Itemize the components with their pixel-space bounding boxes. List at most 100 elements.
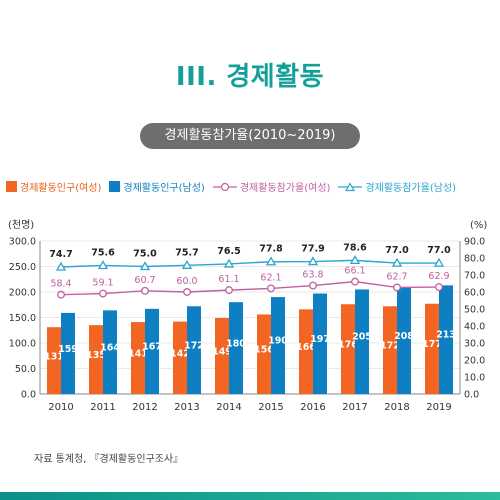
y-axis-unit-right: (%) [470, 220, 487, 231]
point-female-rate [309, 281, 317, 290]
bar-value-label: 142 [170, 348, 190, 359]
bar-female-pop [47, 327, 61, 394]
bar-male-pop [61, 312, 75, 394]
x-tick-label: 2012 [132, 402, 157, 413]
y-tick-label-right: 70.0 [464, 271, 485, 282]
data-label-male-rate: 75.0 [133, 249, 157, 260]
x-tick-label: 2016 [300, 402, 325, 413]
chart-legend: 경제활동인구(여성) 경제활동인구(남성) 경제활동참가율(여성) 경제활동참가… [6, 179, 500, 194]
square-swatch-icon [109, 181, 121, 192]
bar-female-pop [425, 303, 439, 394]
bar-male-pop [271, 297, 285, 394]
y-tick-label-left: 200.0 [9, 288, 36, 299]
bar-value-label: 176 [338, 339, 358, 350]
x-tick-label: 2010 [48, 402, 73, 413]
legend-item-female-pop: 경제활동인구(여성) [6, 179, 101, 194]
section-title-wrap: III. 경제활동 [0, 56, 500, 93]
legend-label-female-pop: 경제활동인구(여성) [20, 183, 102, 194]
bar-male-pop [103, 310, 117, 394]
section-title: III. 경제활동 [175, 62, 325, 92]
data-label-female-rate: 62.7 [386, 271, 407, 282]
point-female-rate [351, 277, 359, 286]
bar-female-pop [215, 318, 229, 394]
bar-value-label: 156 [254, 345, 274, 356]
y-tick-label-left: 250.0 [9, 262, 36, 273]
y-tick-label-right: 50.0 [464, 305, 485, 316]
point-female-rate [393, 283, 401, 292]
y-tick-label-left: 100.0 [9, 339, 36, 350]
point-male-rate [55, 261, 67, 271]
bar-value-label: 164 [100, 343, 120, 354]
y-tick-label-right: 60.0 [464, 288, 485, 299]
point-female-rate [141, 286, 149, 295]
data-label-female-rate: 62.9 [428, 271, 449, 282]
legend-label-female-rate: 경제활동참가율(여성) [239, 183, 331, 194]
data-label-male-rate: 75.7 [175, 247, 198, 258]
y-tick-label-right: 40.0 [464, 322, 485, 333]
bar-value-label: 167 [142, 342, 162, 353]
bar-value-label: 131 [44, 351, 64, 362]
x-tick-label: 2017 [342, 402, 367, 413]
bar-value-label: 141 [128, 349, 148, 360]
bar-male-pop [439, 285, 453, 394]
point-female-rate [99, 289, 107, 298]
x-tick-label: 2011 [90, 402, 115, 413]
point-female-rate [267, 284, 275, 293]
footer-gradient-bar [0, 492, 500, 500]
legend-item-male-pop: 경제활동인구(남성) [109, 179, 205, 194]
y-tick-label-right: 30.0 [464, 339, 485, 350]
bar-male-pop [187, 306, 201, 394]
point-male-rate [349, 255, 361, 265]
bar-value-label: 172 [380, 340, 400, 351]
data-label-female-rate: 60.0 [176, 276, 197, 287]
bar-value-label: 172 [184, 340, 204, 351]
data-label-male-rate: 78.6 [343, 242, 367, 253]
y-tick-label-left: 50.0 [15, 364, 36, 375]
data-label-female-rate: 61.1 [218, 274, 239, 285]
point-male-rate [97, 260, 109, 270]
bar-female-pop [383, 306, 397, 394]
bar-male-pop [145, 308, 159, 394]
y-tick-label-right: 90.0 [464, 237, 485, 248]
line-series-female-rate [60, 280, 440, 296]
bar-male-pop [397, 287, 411, 394]
data-label-male-rate: 74.7 [49, 249, 72, 260]
data-label-female-rate: 66.1 [344, 266, 365, 277]
y-tick-label-right: 20.0 [464, 356, 485, 367]
bar-value-label: 149 [212, 346, 232, 357]
point-male-rate [181, 259, 193, 269]
point-female-rate [225, 286, 233, 295]
bar-female-pop [173, 321, 187, 394]
point-male-rate [139, 261, 151, 271]
data-label-female-rate: 59.1 [92, 278, 113, 289]
data-label-male-rate: 77.9 [301, 244, 324, 255]
x-tick-label: 2015 [258, 402, 283, 413]
bar-value-label: 177 [422, 339, 442, 350]
data-label-male-rate: 77.0 [385, 245, 409, 256]
data-label-male-rate: 77.8 [259, 244, 283, 255]
point-female-rate [57, 290, 65, 299]
data-label-male-rate: 76.5 [217, 246, 240, 257]
chart-subtitle: 경제활동참가율(2010~2019) [140, 123, 360, 149]
point-male-rate [307, 256, 319, 266]
square-swatch-icon [6, 181, 17, 192]
bar-value-label: 205 [352, 332, 372, 343]
legend-label-male-pop: 경제활동인구(남성) [123, 183, 205, 194]
bar-male-pop [313, 293, 327, 394]
bar-female-pop [299, 309, 313, 394]
point-male-rate [265, 256, 277, 266]
legend-item-male-rate: 경제활동참가율(남성) [338, 179, 456, 194]
bar-value-label: 166 [296, 342, 316, 353]
legend-item-female-rate: 경제활동참가율(여성) [212, 179, 331, 194]
point-male-rate [391, 257, 403, 267]
x-tick-label: 2014 [216, 402, 241, 413]
point-male-rate [223, 258, 235, 268]
data-label-female-rate: 60.7 [134, 275, 155, 286]
bar-female-pop [341, 304, 355, 394]
bar-male-pop [355, 289, 369, 394]
bar-value-label: 208 [394, 331, 414, 342]
x-tick-label: 2019 [426, 402, 451, 413]
bar-value-label: 159 [58, 344, 78, 355]
data-label-female-rate: 58.4 [50, 279, 71, 290]
y-tick-label-right: 10.0 [464, 373, 485, 384]
